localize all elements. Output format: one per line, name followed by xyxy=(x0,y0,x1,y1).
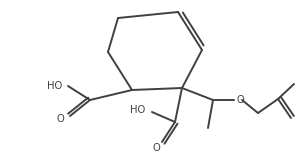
Text: O: O xyxy=(152,143,160,153)
Text: O: O xyxy=(236,95,244,105)
Text: HO: HO xyxy=(47,81,63,91)
Text: HO: HO xyxy=(130,105,146,115)
Text: O: O xyxy=(56,114,64,124)
